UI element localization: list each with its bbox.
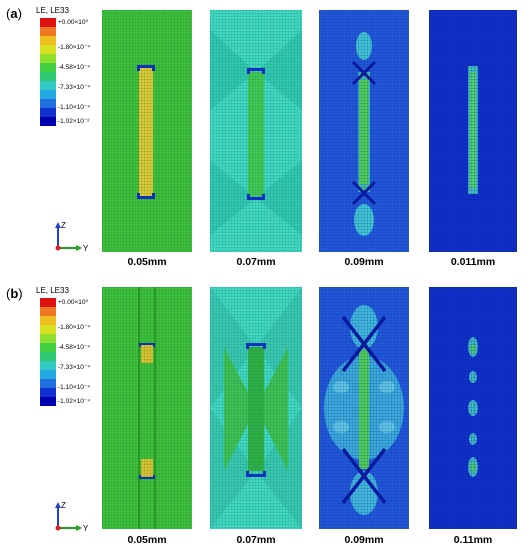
legend-b: LE, LE33 +0.00×10⁰ -1.80×10⁻⁴ -4.58×10⁻⁴… <box>28 286 98 406</box>
legend-tick: -1.10×10⁻⁴ <box>58 384 91 391</box>
legend-tick: +0.00×10⁰ <box>58 19 89 26</box>
legend-swatch <box>40 316 56 325</box>
legend-tick: -7.33×10⁻⁴ <box>58 364 91 371</box>
legend-swatch <box>40 397 56 406</box>
legend-swatch <box>40 298 56 307</box>
legend-title: LE, LE33 <box>36 286 69 295</box>
legend-tick: -7.33×10⁻⁴ <box>58 84 91 91</box>
legend-tick: -1.10×10⁻⁴ <box>58 104 91 111</box>
legend-swatch <box>40 72 56 81</box>
legend-swatch <box>40 90 56 99</box>
caption-a2: 0.07mm <box>236 256 276 268</box>
legend-a: LE, LE33 +0.00×10⁰ -1.80×10⁻⁴ -4.58×10⁻⁴… <box>28 6 98 126</box>
coordinate-axes-icon: Z Y <box>50 220 90 253</box>
legend-swatch <box>40 379 56 388</box>
legend-swatch <box>40 388 56 397</box>
legend-swatch <box>40 325 56 334</box>
axis-y-label: Y <box>83 524 89 533</box>
strain-plate-a2 <box>210 10 302 252</box>
caption-a1: 0.05mm <box>127 256 167 268</box>
strain-plate-b2 <box>210 287 302 529</box>
caption-b1: 0.05mm <box>127 534 167 546</box>
axis-z-label: Z <box>61 501 66 510</box>
legend-swatch <box>40 352 56 361</box>
strain-plate-b3 <box>319 287 409 529</box>
caption-b2: 0.07mm <box>236 534 276 546</box>
legend-swatch <box>40 27 56 36</box>
caption-b3: 0.09mm <box>344 534 384 546</box>
legend-tick: -1.02×10⁻⁴ <box>58 398 91 405</box>
legend-tick: -1.02×10⁻² <box>58 118 90 125</box>
legend-swatch <box>40 370 56 379</box>
panel-label-b: (b) <box>6 286 23 301</box>
legend-swatch <box>40 99 56 108</box>
panel-label-a: (a) <box>6 6 22 21</box>
legend-swatch <box>40 18 56 27</box>
legend-swatch <box>40 307 56 316</box>
legend-swatch <box>40 63 56 72</box>
legend-tick: -1.80×10⁻⁴ <box>58 44 91 51</box>
legend-tick: -1.80×10⁻⁴ <box>58 324 91 331</box>
legend-swatch <box>40 81 56 90</box>
legend-swatch <box>40 334 56 343</box>
strain-plate-a4 <box>429 10 517 252</box>
legend-tick: -4.58×10⁻⁴ <box>58 344 91 351</box>
caption-a3: 0.09mm <box>344 256 384 268</box>
legend-swatch <box>40 343 56 352</box>
strain-plate-a1 <box>102 10 192 252</box>
legend-title: LE, LE33 <box>36 6 69 15</box>
strain-plate-b4 <box>429 287 517 529</box>
legend-swatch <box>40 117 56 126</box>
legend-swatch <box>40 361 56 370</box>
legend-tick: -4.58×10⁻⁴ <box>58 64 91 71</box>
axis-y-label: Y <box>83 244 89 253</box>
caption-a4: 0.011mm <box>450 256 496 268</box>
legend-swatch <box>40 45 56 54</box>
caption-b4: 0.11mm <box>453 534 493 546</box>
legend-swatch <box>40 36 56 45</box>
legend-swatch <box>40 108 56 117</box>
strain-plate-a3 <box>319 10 409 252</box>
legend-tick: +0.00×10⁰ <box>58 299 89 306</box>
legend-swatch <box>40 54 56 63</box>
strain-plate-b1 <box>102 287 192 529</box>
coordinate-axes-icon: Z Y <box>50 500 90 533</box>
axis-z-label: Z <box>61 221 66 230</box>
